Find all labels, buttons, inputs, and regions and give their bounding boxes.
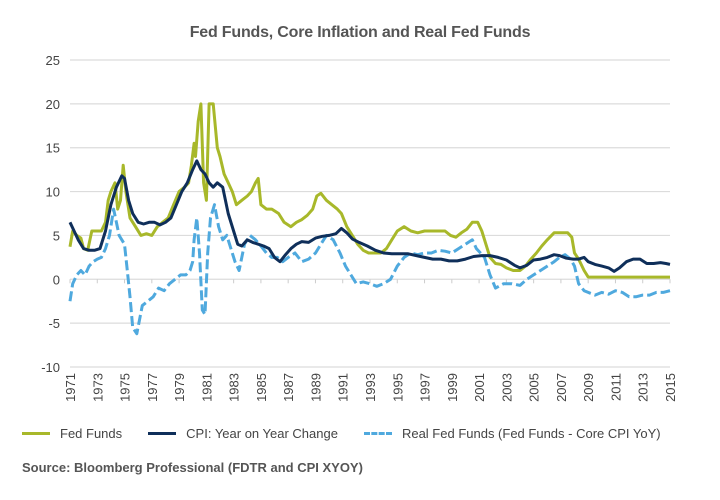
- legend-swatch-fed-funds: [22, 432, 50, 435]
- x-tick-label: 2003: [499, 373, 514, 402]
- x-tick-label: 2013: [636, 373, 651, 402]
- y-tick-label: 25: [46, 53, 60, 68]
- x-tick-label: 1981: [199, 373, 214, 402]
- x-tick-label: 1971: [63, 373, 78, 402]
- x-tick-label: 2009: [581, 373, 596, 402]
- x-tick-label: 2011: [608, 373, 623, 401]
- x-tick-label: 1977: [145, 373, 160, 402]
- legend-label-fed-funds: Fed Funds: [60, 426, 123, 441]
- y-tick-label: 0: [53, 272, 60, 287]
- x-tick-label: 1975: [118, 373, 133, 402]
- legend-swatch-real-fed-funds: [363, 432, 392, 435]
- y-tick-label: -10: [41, 360, 60, 375]
- legend-label-cpi: CPI: Year on Year Change: [186, 426, 338, 441]
- chart-title: Fed Funds, Core Inflation and Real Fed F…: [189, 24, 531, 41]
- x-tick-label: 1995: [390, 373, 405, 402]
- y-tick-label: 10: [46, 185, 60, 200]
- legend: Fed Funds CPI: Year on Year Change Real …: [22, 426, 687, 441]
- y-tick-label: 20: [46, 97, 60, 112]
- x-tick-label: 1979: [172, 373, 187, 402]
- x-tick-label: 1989: [308, 373, 323, 402]
- legend-item-real-fed-funds: Real Fed Funds (Fed Funds - Core CPI YoY…: [363, 426, 661, 441]
- x-tick-label: 1985: [254, 373, 269, 402]
- y-tick-label: 15: [46, 141, 60, 156]
- legend-swatch-cpi: [148, 432, 177, 435]
- series-line-cpi-year-on-year-change: [68, 159, 671, 273]
- x-tick-label: 2005: [527, 373, 542, 402]
- legend-item-cpi: CPI: Year on Year Change: [148, 426, 338, 441]
- source-note: Source: Bloomberg Professional (FDTR and…: [22, 460, 363, 475]
- x-tick-label: 2001: [472, 373, 487, 402]
- x-tick-label: 1991: [336, 373, 351, 402]
- series-line-fed-funds: [68, 102, 670, 279]
- x-tick-label: 2015: [663, 373, 678, 402]
- x-tick-label: 1987: [281, 373, 296, 402]
- x-tick-label: 2007: [554, 373, 569, 402]
- x-tick-label: 1999: [445, 373, 460, 402]
- x-tick-label: 1973: [90, 373, 105, 402]
- x-tick-label: 1993: [363, 373, 378, 402]
- legend-item-fed-funds: Fed Funds: [22, 426, 122, 441]
- legend-label-real-fed-funds: Real Fed Funds (Fed Funds - Core CPI YoY…: [401, 426, 661, 441]
- x-tick-label: 1997: [418, 373, 433, 402]
- y-tick-label: -5: [48, 316, 60, 331]
- series-line-real-fed-funds-fed-funds-core-cpi-yoy: [68, 203, 671, 336]
- y-tick-label: 5: [53, 228, 60, 243]
- x-tick-label: 1983: [227, 373, 242, 402]
